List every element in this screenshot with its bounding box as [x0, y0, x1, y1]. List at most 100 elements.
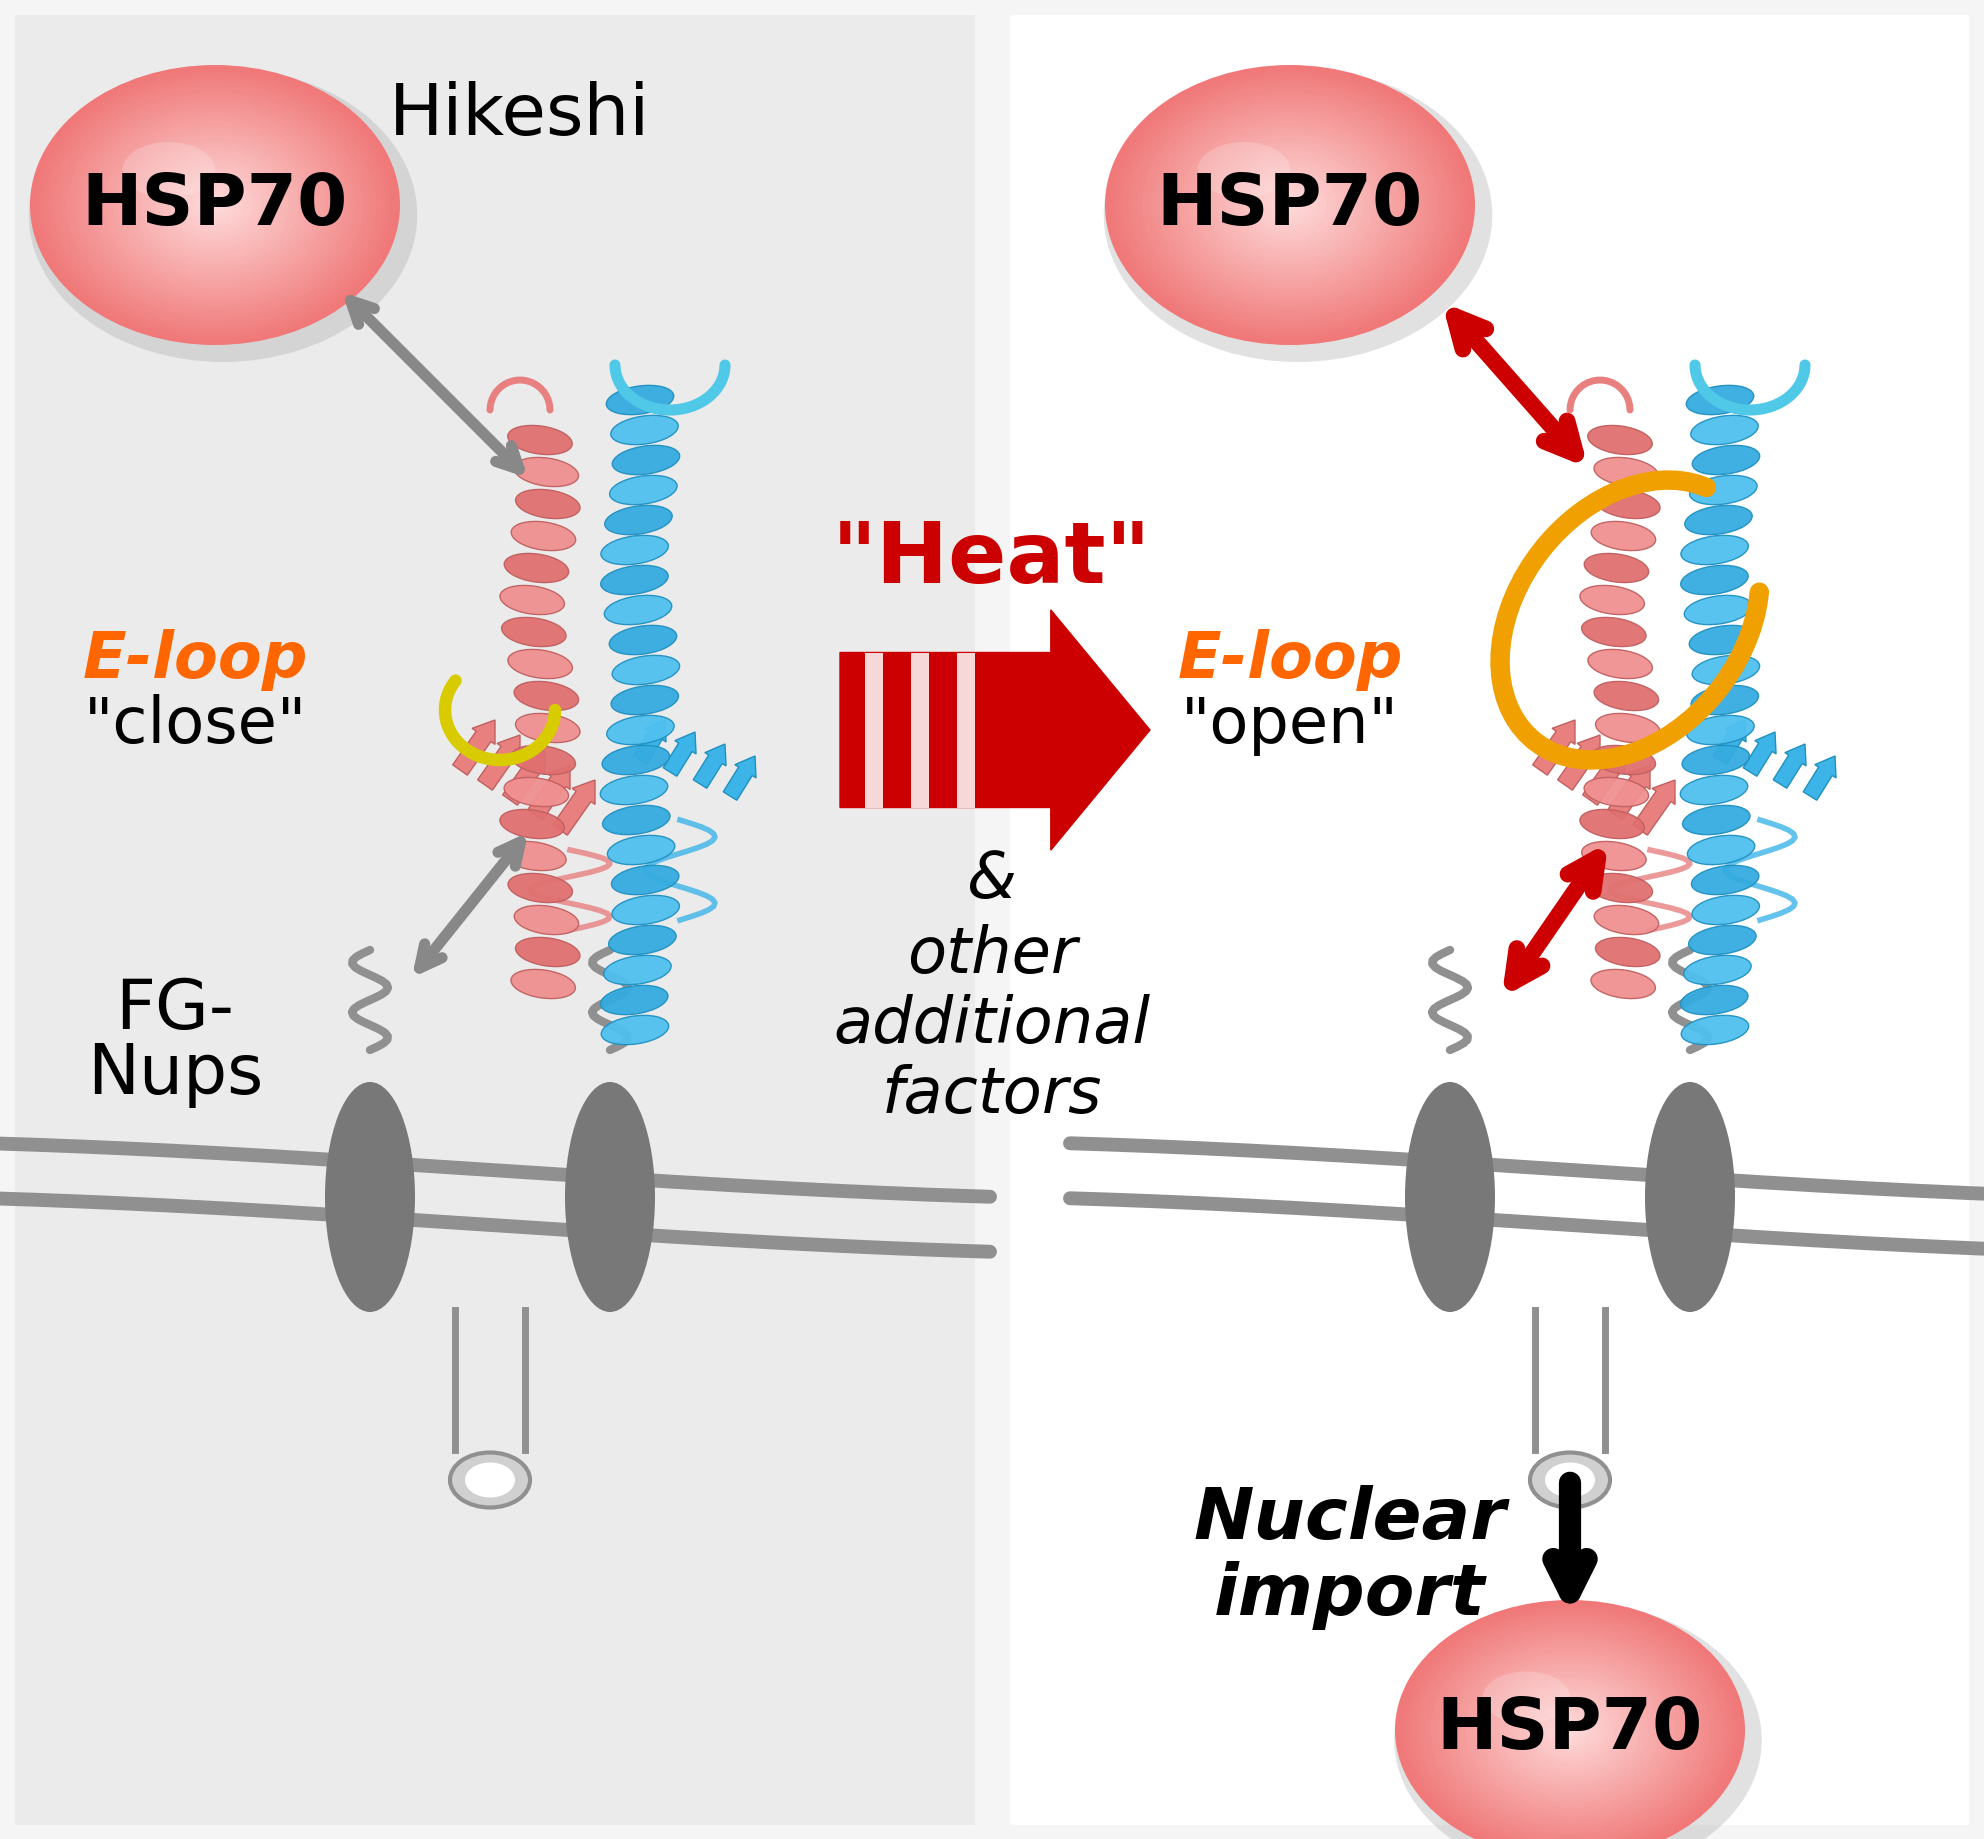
FancyArrow shape — [502, 750, 546, 805]
Ellipse shape — [1417, 1616, 1724, 1839]
Ellipse shape — [601, 565, 669, 594]
FancyArrow shape — [478, 736, 520, 791]
Ellipse shape — [1591, 522, 1657, 550]
Ellipse shape — [44, 75, 387, 335]
Ellipse shape — [603, 805, 671, 835]
Ellipse shape — [1244, 169, 1337, 241]
Ellipse shape — [1682, 805, 1750, 835]
Ellipse shape — [504, 778, 569, 807]
Ellipse shape — [58, 86, 373, 324]
Ellipse shape — [611, 896, 679, 925]
Ellipse shape — [1688, 925, 1756, 954]
Ellipse shape — [1686, 835, 1754, 864]
Ellipse shape — [1460, 1650, 1678, 1811]
Ellipse shape — [1456, 1646, 1684, 1815]
Ellipse shape — [183, 180, 248, 230]
Ellipse shape — [1504, 1681, 1635, 1778]
Ellipse shape — [1581, 618, 1647, 647]
Ellipse shape — [1448, 1639, 1692, 1821]
Ellipse shape — [1595, 938, 1661, 967]
Ellipse shape — [1544, 1710, 1597, 1749]
FancyArrow shape — [724, 756, 756, 800]
Ellipse shape — [165, 167, 266, 243]
Ellipse shape — [145, 153, 284, 257]
Ellipse shape — [1248, 173, 1331, 237]
Text: &: & — [966, 850, 1018, 910]
Ellipse shape — [1119, 75, 1460, 335]
Ellipse shape — [603, 954, 671, 984]
FancyArrow shape — [633, 721, 667, 765]
Ellipse shape — [1206, 142, 1373, 268]
Ellipse shape — [71, 96, 359, 313]
Ellipse shape — [1151, 99, 1428, 311]
Ellipse shape — [500, 585, 563, 614]
Ellipse shape — [514, 905, 579, 934]
Ellipse shape — [514, 682, 579, 710]
Ellipse shape — [117, 132, 311, 278]
Ellipse shape — [1686, 386, 1754, 414]
Ellipse shape — [1115, 72, 1466, 338]
Ellipse shape — [173, 173, 256, 237]
Text: HSP70: HSP70 — [1157, 171, 1423, 239]
Ellipse shape — [508, 649, 571, 679]
Bar — [956, 653, 974, 807]
Ellipse shape — [512, 969, 575, 999]
Ellipse shape — [1395, 1600, 1746, 1839]
Ellipse shape — [1587, 425, 1653, 454]
Ellipse shape — [1262, 184, 1317, 226]
Ellipse shape — [1216, 149, 1365, 261]
Ellipse shape — [141, 149, 290, 261]
Ellipse shape — [206, 199, 224, 211]
Ellipse shape — [1553, 1718, 1587, 1743]
Ellipse shape — [1137, 90, 1442, 320]
Ellipse shape — [99, 118, 331, 292]
Ellipse shape — [1595, 714, 1661, 743]
Ellipse shape — [1593, 458, 1659, 487]
Text: FG-: FG- — [115, 977, 234, 1043]
Ellipse shape — [1692, 655, 1760, 684]
Ellipse shape — [1286, 202, 1296, 208]
Ellipse shape — [516, 489, 579, 519]
Ellipse shape — [1171, 114, 1411, 296]
Ellipse shape — [1421, 1620, 1718, 1839]
Ellipse shape — [512, 745, 575, 774]
Ellipse shape — [1692, 866, 1760, 894]
Ellipse shape — [1686, 715, 1754, 745]
Ellipse shape — [123, 134, 308, 276]
Ellipse shape — [1212, 145, 1369, 265]
Ellipse shape — [502, 618, 565, 647]
Ellipse shape — [1530, 1453, 1609, 1508]
Ellipse shape — [109, 125, 321, 285]
Bar — [16, 15, 974, 1824]
Ellipse shape — [1492, 1672, 1649, 1789]
Ellipse shape — [196, 191, 234, 219]
Text: Nuclear: Nuclear — [1194, 1486, 1506, 1554]
Ellipse shape — [1645, 1081, 1734, 1311]
Ellipse shape — [200, 195, 228, 215]
Ellipse shape — [95, 114, 335, 296]
Bar — [911, 653, 929, 807]
Ellipse shape — [508, 425, 571, 454]
FancyArrow shape — [663, 732, 696, 776]
Ellipse shape — [1230, 160, 1351, 250]
Text: "Heat": "Heat" — [831, 519, 1153, 601]
Ellipse shape — [151, 156, 280, 254]
Ellipse shape — [1688, 625, 1756, 655]
Ellipse shape — [1276, 195, 1303, 215]
Ellipse shape — [30, 64, 401, 346]
Text: Hikeshi: Hikeshi — [389, 81, 651, 149]
Ellipse shape — [1405, 1081, 1496, 1311]
Ellipse shape — [113, 129, 317, 281]
Ellipse shape — [1518, 1692, 1623, 1769]
FancyArrow shape — [839, 611, 1151, 850]
Ellipse shape — [607, 835, 675, 864]
Ellipse shape — [1105, 64, 1474, 346]
Ellipse shape — [1129, 83, 1452, 327]
Ellipse shape — [1508, 1685, 1631, 1775]
Ellipse shape — [1690, 474, 1758, 504]
Ellipse shape — [40, 72, 391, 338]
Ellipse shape — [607, 715, 675, 745]
Ellipse shape — [1500, 1677, 1641, 1782]
FancyArrow shape — [1803, 756, 1835, 800]
Ellipse shape — [1399, 1604, 1740, 1839]
